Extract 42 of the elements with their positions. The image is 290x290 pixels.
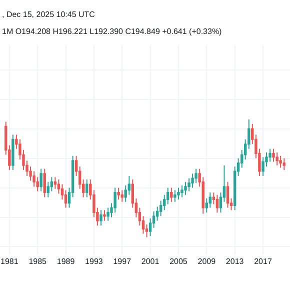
x-tick-label: 1985 xyxy=(28,257,48,266)
x-tick-label: 2001 xyxy=(141,257,160,266)
candlestick xyxy=(46,181,50,198)
candlestick xyxy=(117,187,120,200)
x-tick-label: 2005 xyxy=(170,257,188,266)
x-tick-label: 2009 xyxy=(198,257,216,266)
x-tick-label: 1993 xyxy=(85,257,104,266)
candlestick xyxy=(276,152,278,166)
chart-subtitle: 1M O194.208 H196.221 L192.390 C194.849 +0.641 (+0.33%) xyxy=(2,27,222,36)
candlestick xyxy=(216,194,219,214)
candlestick xyxy=(114,187,116,214)
x-tick-label: 2013 xyxy=(226,257,244,266)
candlestick xyxy=(272,148,275,162)
candlestick xyxy=(40,168,42,192)
candlestick xyxy=(170,187,173,202)
candlestick xyxy=(279,155,282,168)
candlestick xyxy=(177,187,180,200)
candlestick xyxy=(12,134,14,171)
candlestick xyxy=(208,192,212,208)
candlestick xyxy=(180,184,184,198)
candlestick xyxy=(106,207,110,222)
candlestick xyxy=(282,158,286,171)
candlestick xyxy=(226,181,230,208)
candlestick xyxy=(120,190,124,202)
x-tick-label: 1989 xyxy=(56,257,76,266)
candlestick xyxy=(100,210,102,226)
chart-title: , Dec 15, 2025 10:45 UTC xyxy=(2,10,96,19)
candlestick xyxy=(86,178,88,198)
candlestick xyxy=(32,170,36,188)
candlestick xyxy=(194,168,198,184)
candlestick xyxy=(188,178,190,192)
x-tick-label: 1981 xyxy=(0,257,19,266)
candlestick xyxy=(174,190,176,202)
candlestick xyxy=(184,181,187,196)
candlestick xyxy=(103,210,106,222)
candlestick xyxy=(54,176,57,190)
candlestick xyxy=(268,148,272,162)
candlestick xyxy=(191,173,194,188)
candlestick xyxy=(43,168,46,198)
x-tick-label: 2017 xyxy=(254,257,272,266)
x-tick-label: 1997 xyxy=(113,257,132,266)
candlestick xyxy=(262,156,264,176)
